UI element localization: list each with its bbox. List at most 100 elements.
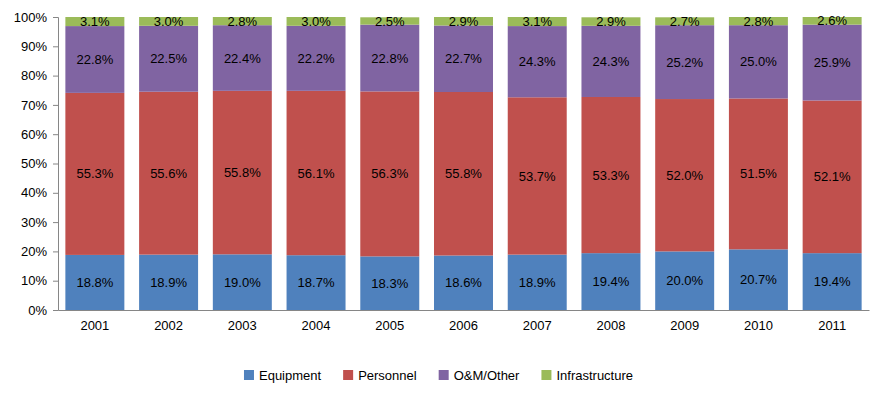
- y-axis: 0% 10% 20% 30% 40% 50% 60% 70% 80% 90% 100%: [14, 10, 59, 318]
- x-tick: 2002: [154, 310, 183, 333]
- data-label: 22.2%: [298, 51, 335, 66]
- y-tick-mark: [53, 76, 58, 77]
- y-tick-mark: [53, 164, 58, 165]
- data-label: 55.3%: [76, 166, 113, 181]
- y-tick-label: 70%: [21, 98, 47, 113]
- bar-segment: [65, 255, 124, 310]
- y-tick-label: 90%: [21, 39, 47, 54]
- data-label: 25.2%: [666, 55, 703, 70]
- data-label: 3.0%: [154, 14, 184, 29]
- x-tick: 2004: [302, 310, 331, 333]
- y-tick: 40%: [21, 185, 58, 200]
- data-label: 2.9%: [596, 14, 626, 29]
- bar-segment: [287, 255, 346, 310]
- data-label: 22.8%: [371, 51, 408, 66]
- bar-segment: [360, 25, 419, 92]
- x-tick: 2008: [596, 310, 625, 333]
- bar-segment: [729, 25, 788, 98]
- y-tick-label: 10%: [21, 273, 47, 288]
- x-tick: 2001: [80, 310, 109, 333]
- legend-swatch: [439, 370, 449, 380]
- y-tick: 60%: [21, 127, 58, 142]
- y-tick-mark: [53, 105, 58, 106]
- y-tick: 20%: [21, 244, 58, 259]
- data-label: 22.4%: [224, 51, 261, 66]
- data-label: 52.1%: [814, 169, 851, 184]
- data-label: 18.9%: [150, 275, 187, 290]
- legend: Equipment Personnel O&M/Other Infrastructur…: [244, 368, 633, 383]
- data-label: 2.9%: [449, 14, 479, 29]
- data-label: 19.4%: [814, 274, 851, 289]
- x-tick-label: 2002: [154, 318, 183, 333]
- legend-label: Equipment: [259, 368, 322, 383]
- data-label: 2.5%: [375, 14, 405, 29]
- y-tick-label: 80%: [21, 68, 47, 83]
- legend-swatch: [541, 370, 551, 380]
- data-label: 3.1%: [80, 14, 110, 29]
- plot: 18.8%18.9%19.0%18.7%18.3%18.6%18.9%19.4%…: [14, 10, 870, 334]
- bar-segment: [729, 249, 788, 310]
- bar-segment: [434, 25, 493, 92]
- x-tick-label: 2009: [670, 318, 699, 333]
- data-label: 20.0%: [666, 273, 703, 288]
- data-label: 3.1%: [522, 14, 552, 29]
- data-labels: 18.8%18.9%19.0%18.7%18.3%18.6%18.9%19.4%…: [76, 13, 851, 290]
- bar-segment: [581, 253, 640, 310]
- data-label: 18.6%: [445, 275, 482, 290]
- x-tick-label: 2010: [744, 318, 773, 333]
- y-tick-mark: [53, 46, 58, 47]
- y-tick-mark: [53, 222, 58, 223]
- data-label: 18.9%: [519, 275, 556, 290]
- legend-item: Personnel: [343, 368, 417, 383]
- data-label: 56.3%: [371, 166, 408, 181]
- data-label: 2.8%: [744, 14, 774, 29]
- y-tick-label: 60%: [21, 127, 47, 142]
- data-label: 55.6%: [150, 166, 187, 181]
- y-tick: 80%: [21, 68, 58, 83]
- data-label: 24.3%: [593, 54, 630, 69]
- bar-segment: [655, 25, 714, 99]
- data-label: 18.7%: [298, 275, 335, 290]
- legend-swatch: [343, 370, 353, 380]
- bar-segment: [434, 92, 493, 255]
- bar-segment: [581, 97, 640, 253]
- x-axis-line: [59, 310, 870, 311]
- x-tick-label: 2006: [449, 318, 478, 333]
- data-label: 25.0%: [740, 54, 777, 69]
- data-label: 52.0%: [666, 168, 703, 183]
- data-label: 18.8%: [76, 275, 113, 290]
- x-tick: 2006: [449, 310, 478, 333]
- data-label: 22.8%: [76, 52, 113, 67]
- bar-segment: [434, 256, 493, 310]
- y-tick: 30%: [21, 215, 58, 230]
- data-label: 18.3%: [371, 276, 408, 291]
- bar-segment: [508, 255, 567, 310]
- y-tick: 90%: [21, 39, 58, 54]
- data-label: 55.8%: [224, 165, 261, 180]
- x-tick: 2010: [744, 310, 773, 333]
- data-label: 56.1%: [298, 166, 335, 181]
- x-axis: 2001 2002 2003 2004 2005 2006 2007 2008 2009 2010…: [59, 310, 870, 333]
- legend-label: Personnel: [358, 368, 417, 383]
- bar-segment: [139, 92, 198, 255]
- y-tick: 100%: [14, 10, 58, 25]
- y-tick-label: 30%: [21, 215, 47, 230]
- x-tick-label: 2007: [523, 318, 552, 333]
- legend-item: Equipment: [244, 368, 322, 383]
- bar-segment: [508, 26, 567, 97]
- legend-label: Infrastructure: [556, 368, 633, 383]
- y-tick-label: 20%: [21, 244, 47, 259]
- x-tick-label: 2008: [596, 318, 625, 333]
- data-label: 2.6%: [817, 13, 847, 28]
- legend-label: O&M/Other: [454, 368, 520, 383]
- y-tick: 50%: [21, 156, 58, 171]
- x-tick-label: 2005: [375, 318, 404, 333]
- bar-segment: [655, 251, 714, 310]
- y-tick: 0%: [28, 303, 58, 318]
- data-label: 2.7%: [670, 14, 700, 29]
- data-label: 3.0%: [301, 14, 331, 29]
- x-tick: 2003: [228, 310, 257, 333]
- data-label: 25.9%: [814, 55, 851, 70]
- data-label: 2.8%: [227, 14, 257, 29]
- bar-segment: [139, 26, 198, 92]
